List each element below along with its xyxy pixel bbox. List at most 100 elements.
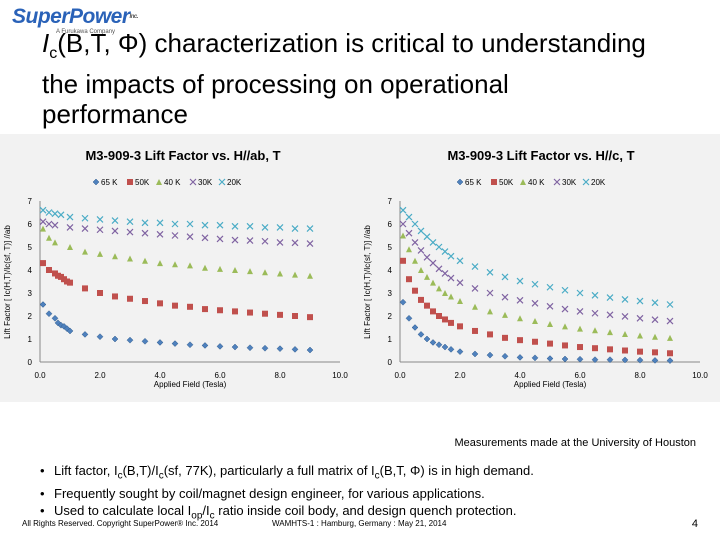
- chart-1-xtick-1: 0.0: [34, 371, 46, 380]
- chart-1-series-3-point-5: [82, 248, 88, 255]
- chart-1-series-1-point-9: [81, 331, 89, 338]
- chart-2-series-3-point-5: [424, 273, 430, 280]
- chart-2-series-1-point-3: [411, 324, 419, 331]
- chart-2-series-4-point-8: [441, 270, 449, 277]
- chart-1-series-4-point-11: [171, 232, 179, 239]
- chart-2-series-5-point-6: [429, 238, 437, 246]
- chart-1-series-4-point-13: [201, 234, 209, 242]
- chart-1-series-2-point-16: [187, 303, 193, 310]
- chart-2-series-4-point-11: [471, 284, 479, 292]
- chart-2-series-1-point-4: [417, 331, 425, 338]
- chart-1-series-4-point-7: [111, 227, 119, 235]
- chart-1-series-5-point-19: [276, 224, 284, 231]
- chart-1-series-5-point-2: [45, 209, 53, 216]
- legend-2-marker-2: [491, 179, 497, 185]
- legend-1-label-2: 50K: [135, 178, 150, 187]
- chart-1-series-4-point-12: [186, 233, 194, 241]
- chart-1-series-5-point-3: [51, 210, 59, 218]
- logo-tagline: A Furukawa Company: [56, 29, 116, 35]
- chart-2-series-3-point-7: [436, 285, 442, 292]
- chart-2-series-3-point-16: [547, 321, 553, 328]
- chart-1-series-3-point-7: [112, 253, 118, 260]
- chart-2-ytick-2: 2: [388, 312, 393, 321]
- chart-2-series-1-point-17: [561, 355, 569, 363]
- chart-2-series-1-point-16: [546, 355, 554, 362]
- chart-1-xtick-5: 8.0: [274, 371, 286, 380]
- chart-1-series-1-point-14: [156, 339, 164, 346]
- chart-2-series-5-point-23: [651, 299, 659, 307]
- legend-1-marker-2: [127, 179, 133, 185]
- chart-1-series-1-point-21: [261, 344, 269, 352]
- chart-1-series-4-point-16: [246, 237, 254, 244]
- chart-2-series-1-point-20: [606, 356, 614, 364]
- chart-panel: M3-909-3 Lift Factor vs. H//ab, T 65 K 50K…: [0, 134, 720, 402]
- chart-2-series-1-point-10: [456, 348, 464, 356]
- chart-1-series-5-point-14: [201, 221, 209, 229]
- chart-2-series-4-point-6: [429, 259, 437, 267]
- chart-1-series-4-point-5: [81, 225, 89, 233]
- chart-2-ytick-7: 7: [388, 197, 393, 206]
- chart-1-series-2-point-8: [67, 279, 73, 286]
- bullet-3: • Used to calculate local Iop/Ic ratio in…: [40, 502, 517, 522]
- logo-inc: Inc.: [129, 14, 139, 20]
- chart-1-title: M3-909-3 Lift Factor vs. H//ab, T: [85, 148, 280, 163]
- chart-2-series-5-point-24: [666, 301, 674, 308]
- chart-1-xlabel: Applied Field (Tesla): [154, 380, 227, 389]
- chart-2-series-4-point-13: [501, 293, 509, 301]
- chart-1-series-2-point-22: [277, 311, 283, 318]
- chart-1-series-1-point-16: [186, 341, 194, 349]
- bullet-1: • Lift factor, Ic(B,T)/Ic(sf, 77K), parti…: [40, 463, 534, 482]
- chart-2-series-2-point-13: [502, 334, 508, 341]
- chart-1-series-1-point-15: [171, 340, 179, 347]
- chart-1-ytick-1: 1: [28, 335, 33, 344]
- chart-2-series-2-point-22: [637, 348, 643, 355]
- title-ic: I: [42, 28, 50, 58]
- chart-1-series-5-point-1: [39, 206, 47, 214]
- chart-2-series-4-point-3: [411, 238, 419, 246]
- chart-1-xtick-3: 4.0: [154, 371, 166, 380]
- chart-1-series-1-point-20: [246, 344, 254, 352]
- chart-1-series-5-point-18: [261, 224, 269, 231]
- legend-2-label-3: 40 K: [528, 178, 545, 187]
- chart-1-series-2-point-9: [82, 285, 88, 292]
- chart-1-series-3-point-9: [142, 257, 148, 264]
- chart-2-series-2-point-14: [517, 337, 523, 344]
- chart-2-series-3-point-6: [430, 279, 436, 286]
- chart-1-series-4-point-18: [276, 238, 284, 246]
- slide-title: Ic(B,T, Φ) characterization is critical …: [42, 28, 702, 129]
- chart-1-series-3-point-14: [217, 265, 223, 272]
- chart-2-series-3-point-21: [622, 330, 628, 337]
- chart-1-series-1-point-1: [39, 301, 47, 308]
- chart-2-series-5-point-18: [576, 289, 584, 297]
- chart-2-series-2-point-18: [577, 344, 583, 351]
- measurement-caption: Measurements made at the University of H…: [454, 437, 696, 449]
- chart-2-series-1-point-18: [576, 355, 584, 363]
- chart-1-series-3-point-6: [97, 250, 103, 257]
- chart-1-xtick-4: 6.0: [214, 371, 226, 380]
- legend-2-label-1: 65 K: [465, 178, 482, 187]
- chart-2-ytick-3: 3: [388, 289, 393, 298]
- legend-2-label-2: 50K: [499, 178, 514, 187]
- chart-2-xtick-2: 2.0: [454, 371, 466, 380]
- chart-1-ytick-3: 3: [28, 289, 33, 298]
- chart-2-xtick-3: 4.0: [514, 371, 526, 380]
- chart-1-series-2-point-11: [112, 293, 118, 300]
- chart-2-series-1-point-9: [447, 345, 455, 353]
- chart-1-series-2-point-13: [142, 298, 148, 305]
- chart-1-series-2-point-15: [172, 302, 178, 309]
- chart-2-series-3-point-4: [418, 267, 424, 273]
- chart-2-series-4-point-14: [516, 296, 524, 304]
- chart-2-series-1-point-1: [399, 298, 407, 306]
- chart-2-series-2-point-21: [622, 347, 628, 354]
- chart-1-series-4-point-3: [51, 221, 59, 229]
- chart-1-series-2-point-2: [46, 267, 52, 273]
- chart-2-series-5-point-7: [435, 243, 443, 251]
- legend-1-label-4: 30K: [198, 178, 213, 187]
- chart-1-series-4-point-20: [306, 240, 314, 247]
- chart-2-series-2-point-3: [412, 287, 418, 294]
- chart-1-series-2-point-14: [157, 300, 163, 307]
- chart-2-series-2-point-10: [457, 323, 463, 330]
- chart-2-ytick-1: 1: [388, 335, 393, 344]
- chart-1-series-2-point-20: [247, 309, 253, 316]
- chart-1-series-5-point-7: [96, 215, 104, 223]
